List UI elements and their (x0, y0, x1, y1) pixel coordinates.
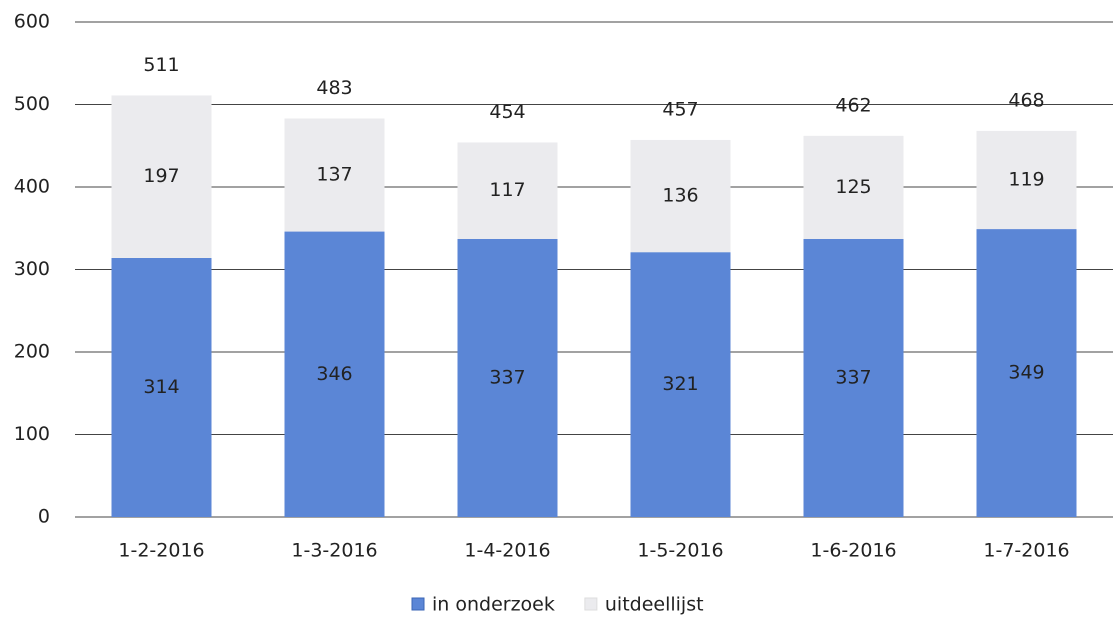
x-tick-label: 1-7-2016 (983, 540, 1069, 562)
bar-segment (284, 231, 385, 518)
bar-segment (976, 130, 1077, 230)
bar-segment (803, 135, 904, 239)
x-tick-label: 1-3-2016 (291, 540, 377, 562)
total-label: 457 (662, 98, 698, 120)
data-label: 314 (143, 376, 179, 398)
bar-segment (111, 95, 212, 258)
bar-segment (284, 118, 385, 232)
x-tick-label: 1-2-2016 (118, 540, 204, 562)
data-label: 136 (662, 185, 698, 207)
legend-label: in onderzoek (432, 594, 555, 616)
total-label: 468 (1008, 89, 1044, 111)
legend-label: uitdeellijst (605, 594, 704, 616)
y-tick-label: 500 (14, 93, 50, 115)
total-label: 483 (316, 77, 352, 99)
data-label: 337 (835, 366, 871, 388)
data-label: 125 (835, 176, 871, 198)
bar-segment (457, 142, 558, 239)
bar-segment (111, 257, 212, 517)
x-tick-label: 1-4-2016 (464, 540, 550, 562)
total-label: 511 (143, 54, 179, 76)
data-label: 117 (489, 179, 525, 201)
data-label: 119 (1008, 168, 1044, 190)
x-tick-label: 1-5-2016 (637, 540, 723, 562)
data-label: 137 (316, 164, 352, 186)
y-tick-label: 200 (14, 341, 50, 363)
data-label: 337 (489, 366, 525, 388)
legend-swatch (411, 597, 425, 611)
data-label: 321 (662, 373, 698, 395)
bar-segment (630, 252, 731, 518)
bar-segment (457, 238, 558, 517)
total-label: 462 (835, 94, 871, 116)
y-tick-label: 400 (14, 176, 50, 198)
y-tick-label: 100 (14, 423, 50, 445)
y-tick-label: 300 (14, 258, 50, 280)
bar-segment (630, 139, 731, 253)
legend-swatch (584, 597, 598, 611)
data-label: 346 (316, 363, 352, 385)
y-tick-label: 0 (38, 506, 50, 528)
y-tick-label: 600 (14, 11, 50, 33)
data-label: 349 (1008, 362, 1044, 384)
x-tick-label: 1-6-2016 (810, 540, 896, 562)
bar-segment (803, 238, 904, 517)
total-label: 454 (489, 101, 525, 123)
bar-segment (976, 229, 1077, 517)
data-label: 197 (143, 165, 179, 187)
